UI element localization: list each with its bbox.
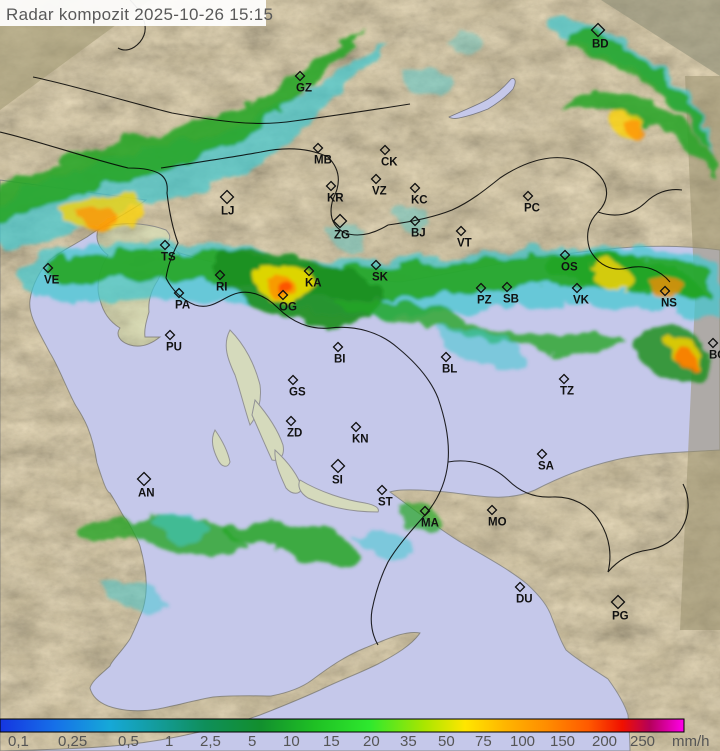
svg-text:CK: CK bbox=[381, 157, 398, 169]
svg-text:PA: PA bbox=[175, 300, 190, 312]
svg-text:BI: BI bbox=[334, 354, 346, 366]
svg-text:100: 100 bbox=[510, 733, 535, 750]
svg-text:PZ: PZ bbox=[477, 295, 492, 307]
svg-text:KR: KR bbox=[327, 193, 344, 205]
svg-text:MB: MB bbox=[314, 155, 332, 167]
svg-text:GZ: GZ bbox=[296, 83, 312, 95]
svg-text:VT: VT bbox=[457, 238, 472, 250]
svg-text:ZD: ZD bbox=[287, 428, 302, 440]
svg-text:0,5: 0,5 bbox=[118, 733, 139, 750]
svg-text:SK: SK bbox=[372, 272, 389, 284]
svg-text:0,1: 0,1 bbox=[8, 733, 29, 750]
svg-text:SB: SB bbox=[503, 294, 519, 306]
svg-text:VK: VK bbox=[573, 295, 590, 307]
svg-text:150: 150 bbox=[550, 733, 575, 750]
svg-text:KA: KA bbox=[305, 278, 322, 290]
svg-text:10: 10 bbox=[283, 733, 300, 750]
svg-text:ZG: ZG bbox=[334, 230, 350, 242]
svg-text:2,5: 2,5 bbox=[200, 733, 221, 750]
svg-text:AN: AN bbox=[138, 488, 155, 500]
svg-text:1: 1 bbox=[165, 733, 173, 750]
svg-text:SI: SI bbox=[332, 475, 343, 487]
svg-text:TZ: TZ bbox=[560, 386, 574, 398]
svg-text:5: 5 bbox=[248, 733, 256, 750]
svg-text:PU: PU bbox=[166, 342, 182, 354]
svg-text:BL: BL bbox=[442, 364, 457, 376]
svg-text:TS: TS bbox=[161, 252, 176, 264]
svg-text:DU: DU bbox=[516, 594, 533, 606]
svg-text:ST: ST bbox=[378, 497, 393, 509]
svg-text:0,25: 0,25 bbox=[58, 733, 87, 750]
svg-text:KC: KC bbox=[411, 195, 428, 207]
svg-text:KN: KN bbox=[352, 434, 369, 446]
svg-text:OG: OG bbox=[279, 302, 297, 314]
svg-text:BG: BG bbox=[709, 350, 720, 362]
svg-text:VZ: VZ bbox=[372, 186, 387, 198]
svg-text:50: 50 bbox=[438, 733, 455, 750]
svg-text:LJ: LJ bbox=[221, 206, 234, 218]
svg-text:MO: MO bbox=[488, 517, 507, 529]
svg-text:SA: SA bbox=[538, 461, 554, 473]
svg-text:NS: NS bbox=[661, 298, 677, 310]
svg-text:PG: PG bbox=[612, 611, 629, 623]
svg-text:BJ: BJ bbox=[411, 228, 426, 240]
svg-text:RI: RI bbox=[216, 282, 228, 294]
svg-text:Radar kompozit 2025-10-26 1: Radar kompozit 2025-10-26 15:15 bbox=[6, 5, 273, 24]
svg-text:75: 75 bbox=[475, 733, 492, 750]
svg-text:200: 200 bbox=[592, 733, 617, 750]
svg-text:BD: BD bbox=[592, 39, 609, 51]
svg-text:GS: GS bbox=[289, 387, 306, 399]
svg-text:mm/h: mm/h bbox=[672, 733, 710, 750]
svg-text:VE: VE bbox=[44, 275, 60, 287]
svg-text:20: 20 bbox=[363, 733, 380, 750]
svg-text:15: 15 bbox=[323, 733, 340, 750]
svg-text:35: 35 bbox=[400, 733, 417, 750]
svg-text:250: 250 bbox=[630, 733, 655, 750]
svg-text:PC: PC bbox=[524, 203, 540, 215]
svg-text:MA: MA bbox=[421, 518, 439, 530]
svg-text:OS: OS bbox=[561, 262, 578, 274]
